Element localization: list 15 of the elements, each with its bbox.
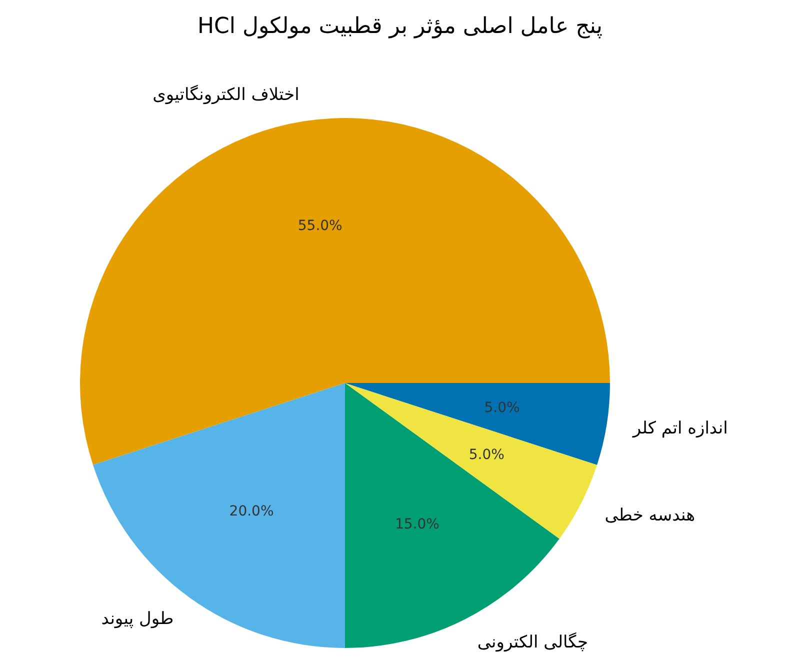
slice-label: طول پیوند (101, 608, 174, 629)
slice-label: چگالی الکترونی (477, 632, 588, 653)
data-label: 5.0% (484, 400, 520, 416)
data-label: 20.0% (229, 504, 274, 520)
slice-label: اندازه اتم کلر (632, 418, 728, 439)
pie-slice (345, 383, 598, 539)
pie-slice (92, 383, 345, 648)
data-label: 5.0% (468, 447, 504, 464)
pie-slice (345, 383, 610, 465)
slice-label: هندسه خطی (604, 505, 696, 526)
chart-title: پنج عامل اصلی مؤثر بر قطبیت مولکول HCl (196, 13, 604, 41)
data-label: 15.0% (394, 516, 440, 533)
slice-label: اختلاف الکترونگاتیوی (152, 84, 300, 106)
data-label: 55.0% (298, 218, 342, 234)
pie-slice (80, 118, 610, 465)
